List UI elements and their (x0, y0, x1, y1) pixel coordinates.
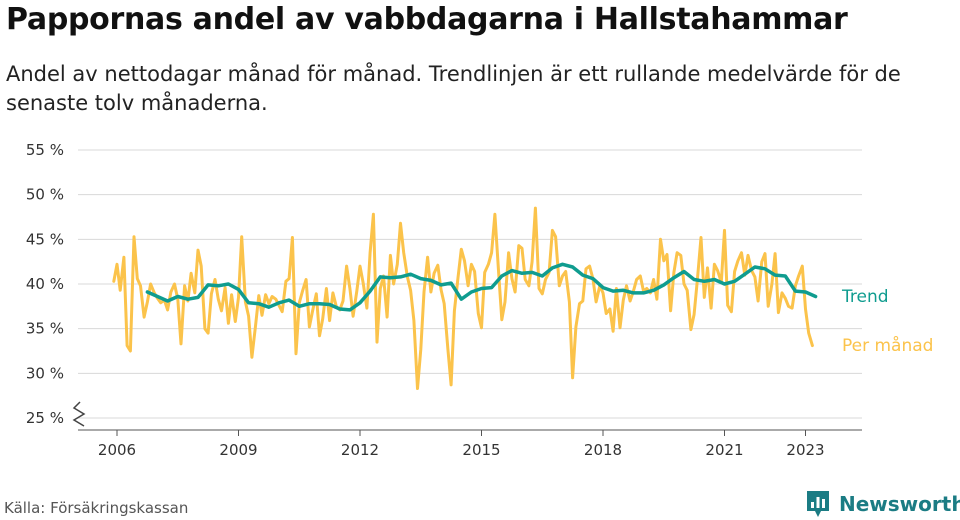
line-chart: 25 % 30 % 35 % 40 % 45 % 50 % 55 % 2006 2009 201… (26, 141, 934, 459)
chart-title: Pappornas andel av vabbdagarna i Hallsta… (6, 2, 848, 37)
x-tick-label: 2018 (584, 441, 622, 459)
y-tick-label: 40 % (26, 275, 64, 293)
y-tick-label: 55 % (26, 141, 64, 159)
y-tick-label: 25 % (26, 409, 64, 427)
x-axis-ticks: 2006 2009 2012 2015 2018 2021 2023 (98, 430, 825, 459)
bar-chart-logo-icon (807, 491, 829, 517)
series-label: Trend (841, 287, 889, 307)
axis-break-icon (72, 401, 86, 427)
x-tick-label: 2015 (462, 441, 500, 459)
x-tick-label: 2012 (341, 441, 379, 459)
series-lines (112, 206, 818, 390)
series-labels: Per månad Trend (841, 287, 933, 356)
x-tick-label: 2021 (705, 441, 743, 459)
chart-subtitle: Andel av nettodagar månad för månad. Tre… (6, 62, 901, 115)
trend-line (145, 262, 818, 312)
newsworthy-logo: Newsworthy (805, 489, 960, 519)
series-label: Per månad (842, 335, 933, 356)
y-tick-label: 35 % (26, 320, 64, 338)
y-tick-label: 45 % (26, 230, 64, 248)
source-note: Källa: Försäkringskassan (4, 499, 189, 517)
brand-name: Newsworthy (839, 492, 960, 516)
x-tick-label: 2006 (98, 441, 136, 459)
y-tick-label: 50 % (26, 186, 64, 204)
x-tick-label: 2023 (786, 441, 824, 459)
axis-break-zigzag (72, 401, 86, 427)
x-tick-label: 2009 (219, 441, 257, 459)
y-tick-label: 30 % (26, 364, 64, 382)
per-manad-line (112, 206, 814, 390)
y-axis-tick-labels: 25 % 30 % 35 % 40 % 45 % 50 % 55 % (26, 141, 64, 427)
